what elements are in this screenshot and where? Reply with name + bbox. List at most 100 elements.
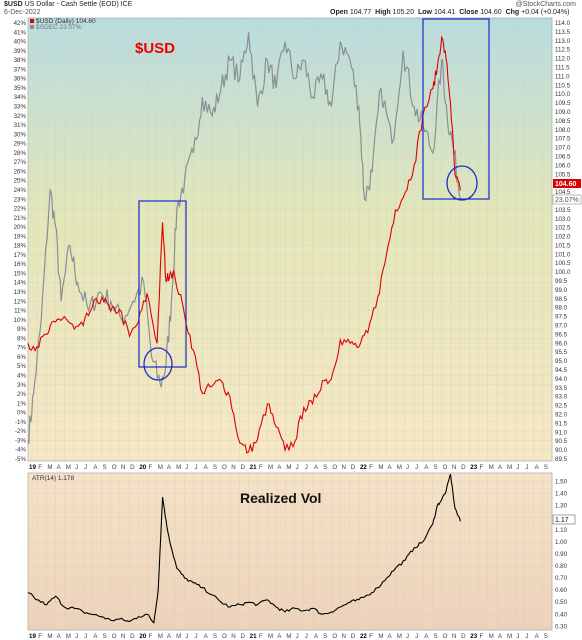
x-tick-label: N (342, 633, 346, 640)
vol-tick-label: 0.40 (555, 611, 568, 618)
vol-tick-label: 0.60 (555, 587, 568, 594)
left-tick-label: 29% (14, 141, 27, 148)
vol-tick-label: 0.90 (555, 551, 568, 558)
left-tick-label: -2% (15, 428, 27, 435)
vol-tick-label: 1.50 (555, 478, 568, 485)
chart-date: 6-Dec-2022 (4, 9, 41, 16)
x-tick-label: J (84, 633, 87, 640)
x-tick-label: M (489, 633, 494, 640)
price-legend: $USD (Daily) 104.60 $SDEC 23.07% (30, 18, 96, 31)
x-tick-label: N (452, 633, 456, 640)
left-tick-label: 7% (17, 345, 26, 352)
x-tick-label: M (378, 464, 383, 471)
right-tick-label: 99.0 (555, 287, 568, 294)
symbol-description: US Dollar - Cash Settle (EOD) ICE (24, 1, 133, 8)
x-tick-label: N (121, 464, 125, 471)
x-tick-label: S (103, 633, 107, 640)
x-tick-label: J (415, 633, 418, 640)
x-tick-label: S (213, 633, 217, 640)
x-tick-label: D (130, 633, 135, 640)
x-tick-label: M (268, 464, 273, 471)
atr-last-value: 1.17 (555, 517, 569, 524)
right-tick-label: 94.0 (555, 376, 568, 383)
x-tick-label: A (314, 464, 319, 471)
x-tick-label: D (351, 633, 356, 640)
x-tick-label: S (544, 464, 548, 471)
usd-last-value: 104.60 (555, 181, 577, 188)
x-tick-label: A (204, 464, 209, 471)
x-tick-label: A (535, 464, 540, 471)
chg-value: +0.04 (+0.04%) (521, 9, 570, 16)
x-tick-label: M (268, 633, 273, 640)
highlight-box-2020 (138, 200, 187, 368)
left-tick-label: 33% (14, 103, 27, 110)
right-tick-label: 109.0 (555, 109, 571, 116)
x-tick-label: 21 (250, 464, 257, 471)
x-tick-label: A (388, 633, 393, 640)
x-tick-label: J (305, 633, 308, 640)
chg-label: Chg (505, 9, 520, 16)
x-tick-label: 23 (470, 464, 477, 471)
right-tick-label: 107.0 (555, 145, 571, 152)
x-tick-label: 20 (139, 633, 146, 640)
x-tick-label: A (424, 633, 429, 640)
legend-atr: ATR(14) 1.178 (32, 475, 75, 482)
x-tick-label: S (544, 633, 548, 640)
x-tick-label: 19 (29, 633, 36, 640)
right-tick-label: 108.0 (555, 127, 571, 134)
right-tick-label: 95.5 (555, 349, 568, 356)
x-tick-label: M (507, 464, 512, 471)
left-tick-label: 3% (17, 382, 26, 389)
chart-symbol-line: $USD US Dollar - Cash Settle (EOD) ICE (4, 1, 132, 8)
x-tick-label: J (185, 464, 188, 471)
highlight-shapes (138, 18, 490, 381)
highlight-circle-2020 (143, 347, 173, 381)
left-tick-label: 11% (14, 308, 26, 315)
x-tick-label: A (535, 633, 540, 640)
right-tick-label: 101.0 (555, 251, 571, 258)
open-label: Open (330, 9, 348, 16)
right-tick-label: 113.0 (555, 38, 571, 45)
right-tick-label: 97.0 (555, 323, 568, 330)
left-tick-label: 30% (14, 131, 27, 138)
x-tick-label: J (305, 464, 308, 471)
vol-tick-label: 0.50 (555, 599, 568, 606)
x-tick-label: A (57, 633, 62, 640)
left-tick-label: 35% (14, 85, 27, 92)
left-tick-label: 1% (17, 400, 26, 407)
left-tick-label: 9% (17, 326, 26, 333)
vol-tick-label: 0.30 (555, 623, 568, 630)
left-tick-label: 14% (14, 280, 27, 287)
x-tick-label: M (507, 633, 512, 640)
left-tick-label: 17% (14, 252, 27, 259)
left-tick-label: 23% (14, 196, 27, 203)
left-tick-label: 38% (14, 57, 27, 64)
x-tick-label: F (259, 464, 263, 471)
vol-tick-label: 1.00 (555, 539, 568, 546)
left-tick-label: 28% (14, 150, 27, 157)
close-label: Close (459, 9, 479, 16)
x-tick-label: O (443, 464, 448, 471)
x-tick-label: F (479, 464, 483, 471)
right-tick-label: 114.0 (555, 20, 571, 27)
low-label: Low (417, 9, 432, 16)
vol-tick-label: 1.40 (555, 491, 568, 498)
x-tick-label: M (286, 633, 291, 640)
quote-line: Open 104.77 High 105.20 Low 104.41 Close… (330, 9, 569, 16)
highlight-circle-2022 (446, 165, 478, 201)
left-tick-label: -4% (15, 447, 27, 454)
right-tick-label: 92.5 (555, 403, 568, 410)
right-tick-label: 109.5 (555, 100, 571, 107)
vol-tick-label: 1.30 (555, 503, 568, 510)
legend-swatch-usd (30, 19, 34, 23)
right-tick-label: 113.5 (555, 29, 571, 36)
x-tick-label: M (158, 633, 163, 640)
vol-axis-ticks: 1.501.401.301.201.101.000.900.800.700.60… (555, 478, 568, 630)
x-tick-label: J (516, 464, 519, 471)
usd-series-line (27, 35, 461, 454)
x-tick-label: S (433, 464, 437, 471)
x-tick-label: S (323, 464, 327, 471)
x-tick-label: M (66, 464, 71, 471)
left-tick-label: 34% (14, 94, 27, 101)
